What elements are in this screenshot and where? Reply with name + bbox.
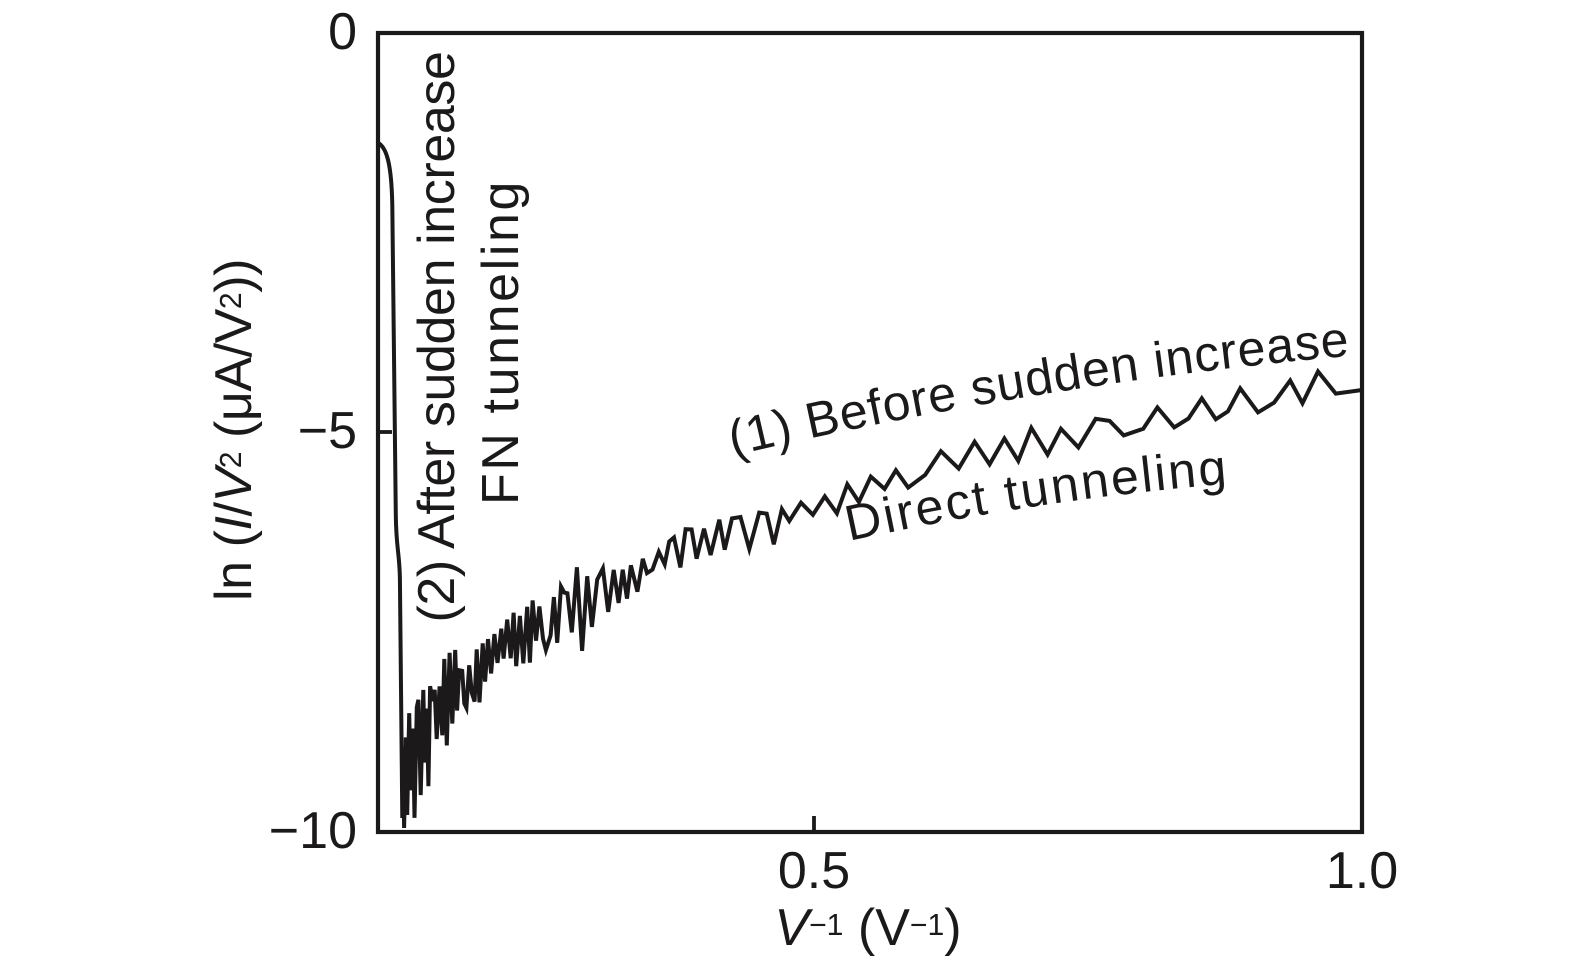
- svg-text:Direct tunneling: Direct tunneling: [840, 439, 1231, 552]
- svg-text:(1) Before sudden increase: (1) Before sudden increase: [723, 311, 1352, 467]
